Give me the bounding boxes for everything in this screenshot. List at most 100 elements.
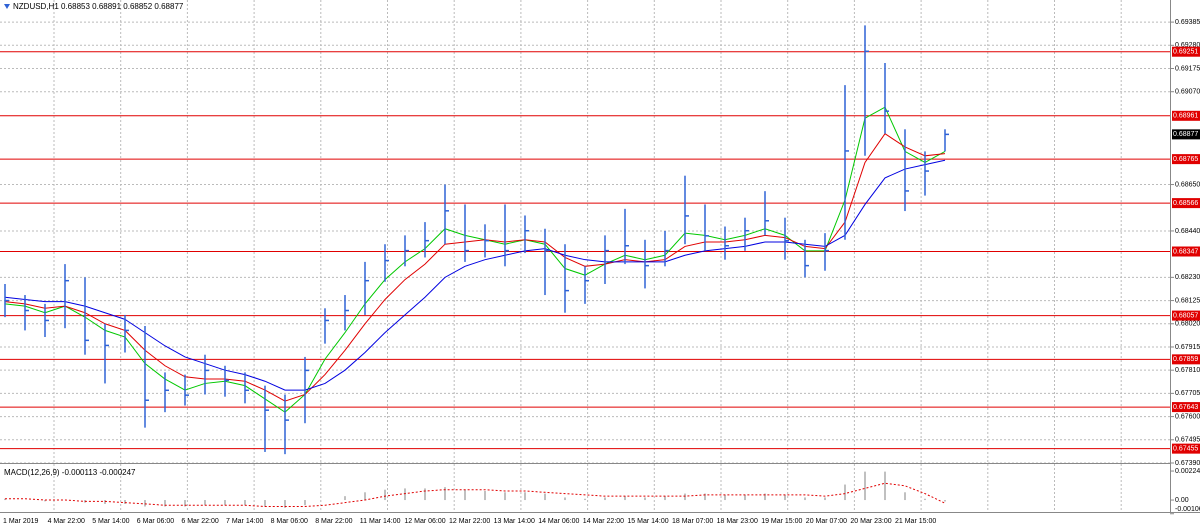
y-tick-label: -0.00106	[1175, 506, 1200, 513]
y-tick-label: 0.67495	[1175, 437, 1200, 444]
y-tick-label: 0.67390	[1175, 460, 1200, 467]
x-tick-label: 13 Mar 14:00	[494, 518, 535, 525]
macd-bar	[464, 489, 466, 501]
x-tick-label: 11 Mar 14:00	[360, 518, 401, 525]
level-label-box	[1172, 402, 1200, 413]
symbol-icon	[4, 4, 10, 9]
level-label-box	[1172, 246, 1200, 257]
macd-bar	[364, 492, 366, 501]
y-tick-label: 0.68650	[1175, 181, 1200, 188]
macd-bar	[244, 500, 246, 506]
macd-bar	[784, 494, 786, 501]
macd-bar	[904, 492, 906, 501]
macd-bar	[864, 471, 866, 501]
level-label-box	[1172, 443, 1200, 454]
macd-bar	[564, 497, 566, 501]
x-tick-label: 7 Mar 14:00	[226, 518, 263, 525]
x-tick-label: 1 Mar 2019	[3, 518, 39, 525]
moving-average	[4, 133, 946, 402]
level-label: 0.68057	[1173, 312, 1198, 319]
y-tick-label: 0.68125	[1175, 297, 1200, 304]
macd-bar	[444, 487, 446, 501]
level-label-box	[1172, 110, 1200, 121]
x-tick-label: 8 Mar 06:00	[271, 518, 308, 525]
x-tick-label: 20 Mar 07:00	[806, 518, 847, 525]
level-label-box	[1172, 354, 1200, 365]
macd-bar	[804, 497, 806, 501]
macd-bar	[504, 492, 506, 501]
y-tick-label: 0.67915	[1175, 344, 1200, 351]
level-label: 0.67859	[1173, 356, 1198, 363]
macd-bar	[4, 498, 6, 501]
x-tick-label: 5 Mar 14:00	[92, 518, 129, 525]
macd-bar	[924, 498, 926, 501]
macd-bar	[164, 500, 166, 507]
macd-signal	[5, 482, 946, 508]
level-label: 0.68765	[1173, 156, 1198, 163]
macd-bar	[484, 491, 486, 501]
level-label: 0.67643	[1173, 404, 1198, 411]
level-label: 0.68961	[1173, 113, 1198, 120]
y-tick-label: 0.68440	[1175, 228, 1200, 235]
level-label-box	[1172, 310, 1200, 321]
macd-bar	[184, 500, 186, 507]
moving-average	[4, 159, 946, 391]
chart-header: NZDUSD,H1 0.68853 0.68891 0.68852 0.6887…	[13, 2, 184, 11]
macd-bar	[644, 497, 646, 501]
x-tick-label: 18 Mar 07:00	[672, 518, 713, 525]
macd-bar	[684, 493, 686, 501]
x-tick-label: 14 Mar 06:00	[538, 518, 579, 525]
y-tick-label: 0.002245	[1175, 468, 1200, 475]
x-tick-label: 4 Mar 22:00	[48, 518, 85, 525]
level-label-box	[1172, 46, 1200, 57]
y-tick-label: 0.68230	[1175, 274, 1200, 281]
x-tick-label: 21 Mar 15:00	[895, 518, 936, 525]
macd-bar	[884, 471, 886, 501]
y-tick-label: 0.67600	[1175, 413, 1200, 420]
macd-bar	[344, 496, 346, 501]
y-tick-label: 0.67705	[1175, 390, 1200, 397]
macd-bar	[844, 484, 846, 501]
level-label: 0.67455	[1173, 445, 1198, 452]
x-tick-label: 12 Mar 22:00	[449, 518, 490, 525]
macd-bar	[424, 488, 426, 501]
y-tick-label: 0.69175	[1175, 65, 1200, 72]
y-tick-label: 0.00	[1175, 497, 1189, 504]
macd-bar	[104, 500, 106, 504]
x-tick-label: 12 Mar 06:00	[404, 518, 445, 525]
level-label: 0.68347	[1173, 248, 1198, 255]
macd-bar	[264, 500, 266, 507]
last-price-label: 0.68877	[1173, 131, 1198, 138]
x-tick-label: 15 Mar 14:00	[627, 518, 668, 525]
macd-bar	[224, 500, 226, 506]
y-tick-label: 0.67810	[1175, 367, 1200, 374]
macd-bar	[824, 497, 826, 501]
x-tick-label: 20 Mar 23:00	[850, 518, 891, 525]
macd-bar	[304, 500, 306, 506]
macd-header: MACD(12,26,9) -0.000113 -0.000247	[4, 468, 136, 477]
level-label: 0.69251	[1173, 49, 1198, 56]
macd-bar	[384, 489, 386, 501]
x-tick-label: 6 Mar 22:00	[181, 518, 218, 525]
macd-bar	[44, 500, 46, 502]
macd-bar	[624, 496, 626, 501]
level-label-box	[1172, 154, 1200, 165]
macd-bar	[664, 496, 666, 501]
macd-bar	[544, 493, 546, 501]
y-tick-label: 0.69070	[1175, 89, 1200, 96]
moving-average	[4, 106, 946, 413]
level-label: 0.68566	[1173, 200, 1198, 207]
macd-bar	[524, 492, 526, 501]
price-axis: 0.69385 0.69280 0.69175 0.69070 0.68650 0.684…	[3, 19, 1200, 525]
x-tick-label: 8 Mar 22:00	[315, 518, 352, 525]
macd-bar	[284, 500, 286, 508]
macd-bar	[124, 500, 126, 504]
last-price-box	[1172, 129, 1200, 140]
x-tick-label: 14 Mar 22:00	[583, 518, 624, 525]
macd-bar	[144, 500, 146, 507]
x-tick-label: 18 Mar 23:00	[717, 518, 758, 525]
y-tick-label: 0.69385	[1175, 19, 1200, 26]
y-tick-label: 0.68020	[1175, 321, 1200, 328]
